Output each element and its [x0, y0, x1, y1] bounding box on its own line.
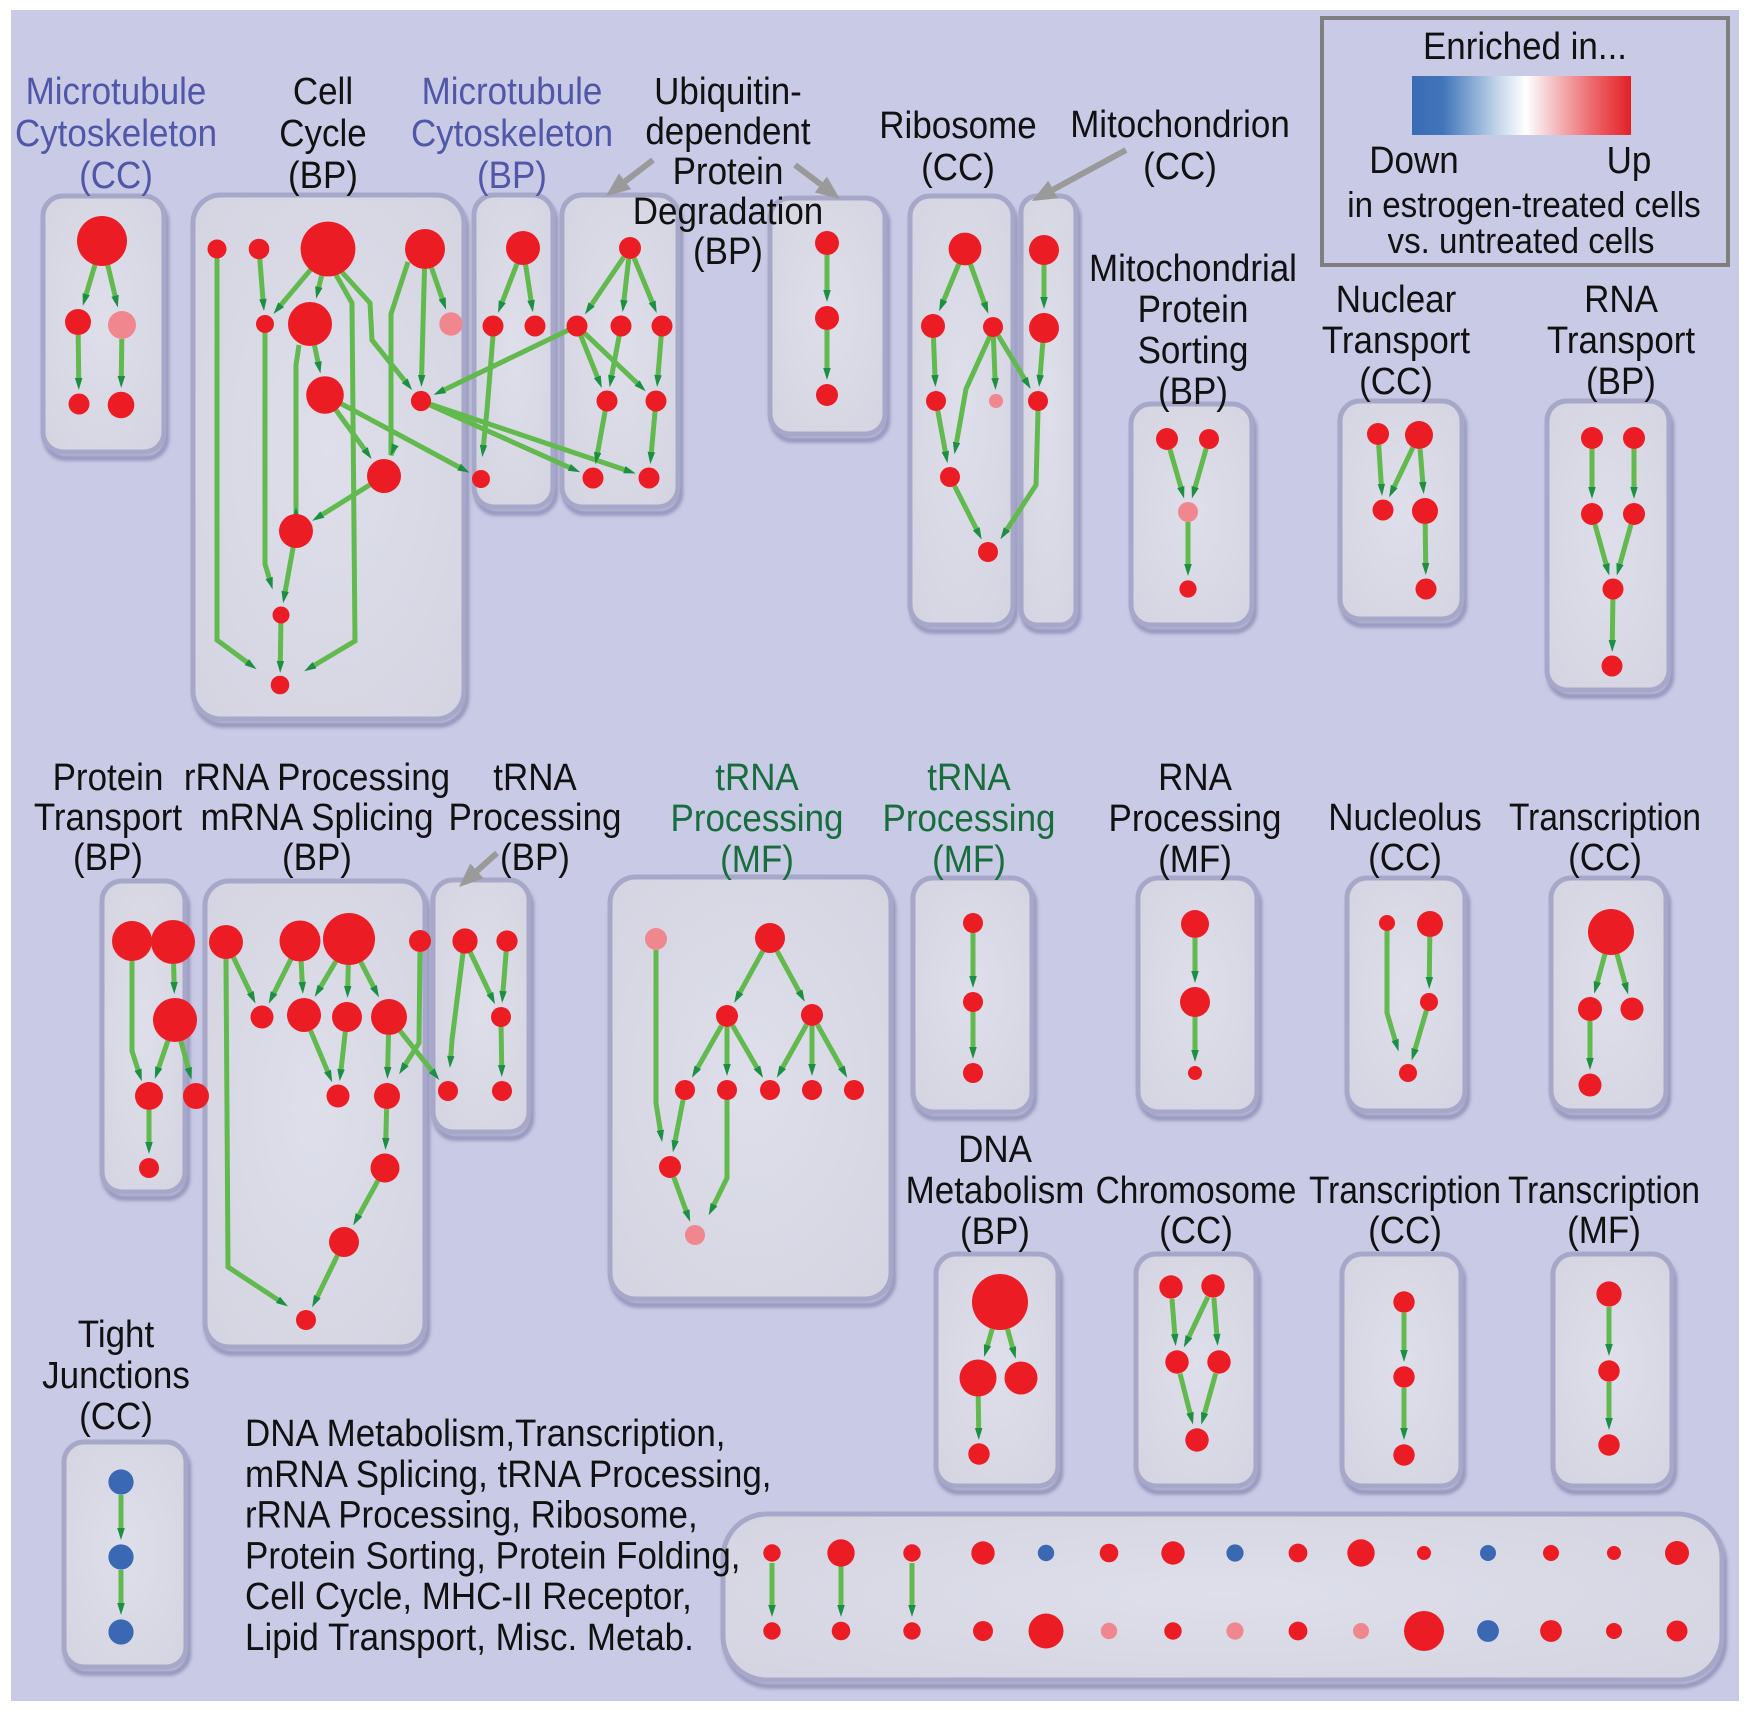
svg-text:mRNA Splicing, tRNA Processing: mRNA Splicing, tRNA Processing, [245, 1454, 772, 1496]
svg-text:RNA: RNA [1158, 757, 1232, 799]
svg-text:Protein: Protein [1138, 289, 1249, 331]
svg-text:(CC): (CC) [921, 147, 995, 189]
svg-text:rRNA Processing, Ribosome,: rRNA Processing, Ribosome, [245, 1495, 698, 1537]
svg-text:(BP): (BP) [1586, 361, 1656, 403]
svg-text:(MF): (MF) [932, 839, 1006, 881]
svg-text:(BP): (BP) [960, 1211, 1030, 1253]
svg-text:(MF): (MF) [720, 839, 794, 881]
svg-text:dependent: dependent [645, 111, 811, 153]
svg-text:(CC): (CC) [1159, 1210, 1233, 1252]
svg-text:(BP): (BP) [693, 231, 763, 273]
svg-text:RNA: RNA [1584, 279, 1658, 321]
svg-text:Transcription: Transcription [1509, 797, 1701, 839]
svg-text:Junctions: Junctions [42, 1355, 190, 1397]
svg-text:Transport: Transport [1547, 320, 1696, 362]
svg-text:Protein: Protein [53, 757, 164, 799]
svg-text:in estrogen-treated cells: in estrogen-treated cells [1347, 184, 1701, 225]
svg-text:DNA Metabolism,Transcription,: DNA Metabolism,Transcription, [245, 1413, 726, 1455]
svg-text:(BP): (BP) [1158, 371, 1228, 413]
svg-text:Transcription: Transcription [1508, 1170, 1700, 1212]
svg-text:DNA: DNA [958, 1129, 1032, 1171]
svg-text:Transport: Transport [34, 797, 183, 839]
svg-text:(CC): (CC) [79, 155, 153, 197]
svg-text:Protein: Protein [673, 151, 784, 193]
svg-text:Ribosome: Ribosome [879, 105, 1036, 147]
svg-text:Chromosome: Chromosome [1096, 1170, 1297, 1212]
svg-text:Cycle: Cycle [279, 113, 366, 155]
svg-text:Cytoskeleton: Cytoskeleton [15, 113, 217, 155]
svg-text:Sorting: Sorting [1138, 330, 1249, 372]
svg-text:Degradation: Degradation [633, 191, 824, 233]
svg-text:mRNA Splicing: mRNA Splicing [200, 797, 433, 839]
svg-text:Down: Down [1369, 140, 1458, 182]
svg-text:Cell Cycle, MHC-II Receptor,: Cell Cycle, MHC-II Receptor, [245, 1576, 692, 1618]
svg-text:(BP): (BP) [288, 155, 358, 197]
svg-text:Cytoskeleton: Cytoskeleton [411, 113, 613, 155]
svg-text:(MF): (MF) [1158, 839, 1232, 881]
svg-text:Cell: Cell [293, 71, 353, 113]
svg-text:Nuclear: Nuclear [1336, 279, 1457, 321]
svg-text:Enriched in...: Enriched in... [1423, 26, 1627, 68]
svg-text:Microtubule: Microtubule [26, 71, 207, 113]
svg-text:Transport: Transport [1322, 320, 1471, 362]
svg-text:Lipid Transport, Misc. Metab.: Lipid Transport, Misc. Metab. [245, 1617, 694, 1659]
svg-text:(CC): (CC) [1143, 146, 1217, 188]
svg-text:(CC): (CC) [1368, 837, 1442, 879]
svg-text:Processing: Processing [449, 797, 622, 839]
svg-text:Ubiquitin-: Ubiquitin- [654, 71, 802, 113]
svg-text:Nucleolus: Nucleolus [1328, 797, 1482, 839]
svg-text:rRNA Processing: rRNA Processing [184, 757, 450, 799]
svg-text:Metabolism: Metabolism [906, 1170, 1085, 1212]
svg-text:vs. untreated cells: vs. untreated cells [1388, 220, 1655, 261]
svg-text:(MF): (MF) [1567, 1210, 1641, 1252]
svg-text:tRNA: tRNA [927, 757, 1011, 799]
svg-text:Processing: Processing [671, 798, 844, 840]
svg-text:Transcription: Transcription [1309, 1170, 1501, 1212]
svg-text:Processing: Processing [883, 798, 1056, 840]
svg-text:Mitochondrion: Mitochondrion [1070, 104, 1290, 146]
svg-text:Microtubule: Microtubule [422, 71, 603, 113]
svg-text:(CC): (CC) [1359, 361, 1433, 403]
svg-text:(CC): (CC) [1368, 1210, 1442, 1252]
svg-text:(BP): (BP) [500, 837, 570, 879]
svg-text:tRNA: tRNA [493, 757, 577, 799]
svg-text:(CC): (CC) [1568, 837, 1642, 879]
svg-text:(BP): (BP) [282, 837, 352, 879]
svg-text:Mitochondrial: Mitochondrial [1089, 248, 1297, 290]
svg-text:Processing: Processing [1109, 798, 1282, 840]
svg-text:(BP): (BP) [73, 837, 143, 879]
svg-text:Up: Up [1607, 140, 1652, 182]
svg-text:tRNA: tRNA [715, 757, 799, 799]
svg-text:(CC): (CC) [79, 1396, 153, 1438]
svg-text:Tight: Tight [78, 1314, 155, 1356]
svg-text:Protein Sorting, Protein Foldi: Protein Sorting, Protein Folding, [245, 1535, 741, 1577]
svg-text:(BP): (BP) [477, 155, 547, 197]
